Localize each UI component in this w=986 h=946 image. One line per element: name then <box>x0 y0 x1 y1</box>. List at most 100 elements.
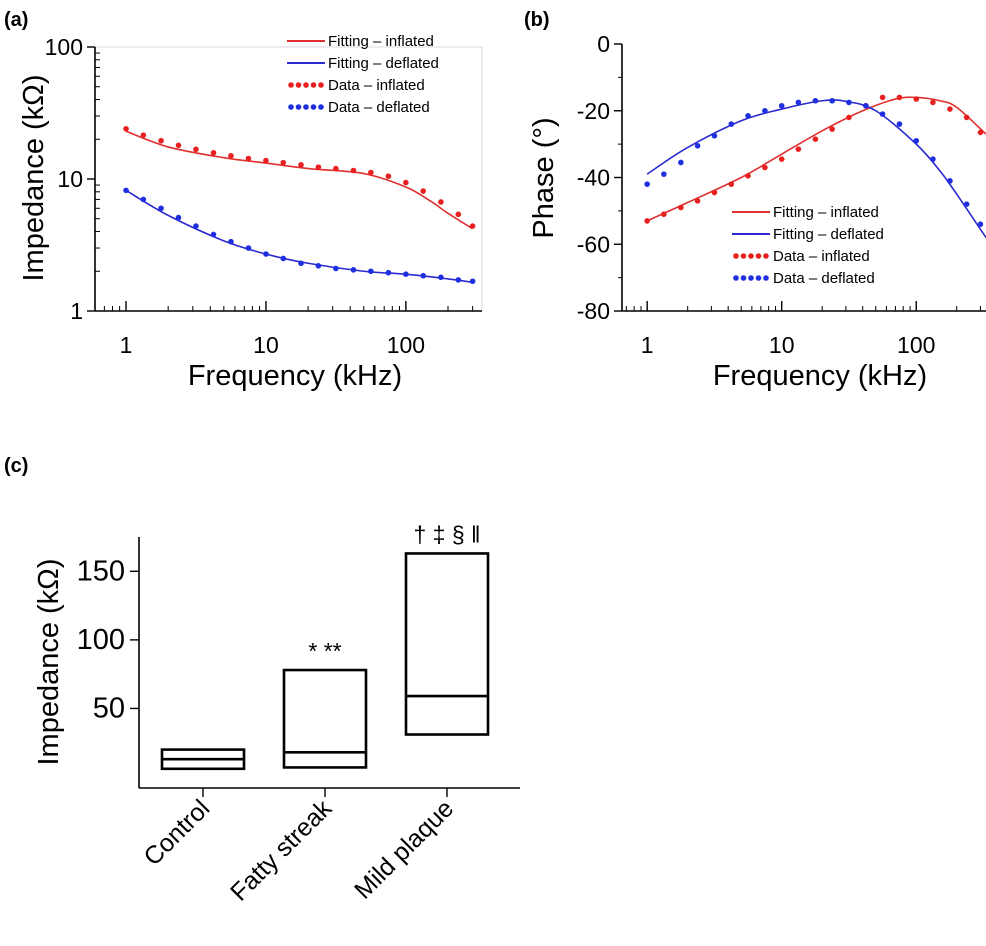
legend-swatch-dot-a-data-inflated <box>288 82 294 88</box>
data-point-a-data-inflated <box>298 162 304 168</box>
legend-label-a-fitting-inflated: Fitting – inflated <box>328 33 434 50</box>
ticks-c: 50 100 150 <box>77 555 139 724</box>
data-point-a-data-deflated <box>140 196 147 203</box>
data-point-b-data-deflated <box>913 137 920 144</box>
legend-swatch-dot-b-data-inflated <box>740 253 747 259</box>
data-point-b-data-inflated <box>661 211 667 218</box>
data-point-a-data-deflated <box>333 265 339 272</box>
panel-c: (c) 50 100 150 Control Fatty streak * ** Mild… <box>4 455 520 907</box>
legend-label-b-fitting-inflated: Fitting – inflated <box>773 204 879 221</box>
ticks-a: 1 10 100 1 10 100 <box>45 34 474 358</box>
data-point-b-data-deflated <box>678 159 684 166</box>
data-point-a-data-deflated <box>368 268 374 275</box>
data-point-b-data-inflated <box>745 173 751 179</box>
panel-label-c: (c) <box>4 455 28 477</box>
y-axis-title-c: Impedance (kΩ) <box>33 558 65 765</box>
data-point-b-data-deflated <box>846 99 852 106</box>
legend-label-a-fitting-deflated: Fitting – deflated <box>328 55 439 72</box>
data-point-a-data-inflated <box>333 165 339 172</box>
y-tick-label-a-1: 1 <box>70 298 83 324</box>
data-point-a-data-deflated <box>245 245 252 251</box>
data-point-a-data-inflated <box>280 159 287 166</box>
data-point-b-data-inflated <box>694 198 701 204</box>
legend-swatch-dot-b-data-deflated <box>733 275 739 281</box>
data-point-a-data-inflated <box>368 169 374 176</box>
data-point-b-data-deflated <box>963 201 970 207</box>
data-point-a-data-deflated <box>350 267 357 273</box>
significance-marker-mild-plaque: † ‡ § ‖ <box>413 521 480 547</box>
data-point-a-data-deflated <box>298 260 304 267</box>
y-tick-label-a-100: 100 <box>45 34 83 60</box>
panel-label-b: (b) <box>524 9 550 31</box>
data-point-b-data-deflated <box>829 97 835 104</box>
series-line-b-fitting-deflated <box>646 99 986 239</box>
legend-swatch-dot-b-data-deflated <box>748 275 754 281</box>
legend-swatch-dot-a-data-deflated <box>295 104 302 110</box>
x-tick-label-b-10: 10 <box>769 332 795 358</box>
data-point-a-data-deflated <box>280 255 287 262</box>
legend-swatch-dot-a-data-deflated <box>310 104 317 110</box>
y-tick-label-a-10: 10 <box>57 166 83 192</box>
data-point-b-data-deflated <box>812 97 819 104</box>
legend-b: Fitting – inflated Fitting – deflated Data… <box>732 204 884 287</box>
significance-marker-fatty-streak: * ** <box>308 638 341 664</box>
y-axis-title-b: Phase (°) <box>528 117 560 238</box>
data-point-a-data-inflated <box>245 155 252 162</box>
data-point-b-data-deflated <box>879 111 886 117</box>
box-mild-plaque <box>404 552 490 736</box>
legend-swatch-dot-b-data-deflated <box>763 275 769 281</box>
data-point-a-data-inflated <box>123 126 129 132</box>
data-point-a-data-deflated <box>210 231 217 238</box>
data-point-b-data-inflated <box>728 181 735 187</box>
data-point-b-data-deflated <box>778 102 785 109</box>
legend-swatch-dot-a-data-inflated <box>303 82 309 88</box>
legend-swatch-dot-a-data-inflated <box>310 82 317 88</box>
data-point-b-data-inflated <box>829 126 835 132</box>
legend-swatch-dot-a-data-deflated <box>303 104 309 110</box>
data-point-b-data-inflated <box>678 204 684 211</box>
data-point-b-data-deflated <box>711 132 718 139</box>
data-point-b-data-deflated <box>661 171 667 177</box>
x-axis-title-a: Frequency (kHz) <box>188 360 402 392</box>
data-point-a-data-inflated <box>455 211 462 218</box>
data-point-a-data-inflated <box>263 157 269 164</box>
panel-label-a: (a) <box>4 9 28 31</box>
legend-swatch-dot-b-data-inflated <box>755 253 762 259</box>
category-label-mild-plaque: Mild plaque <box>349 794 459 904</box>
data-point-b-data-inflated <box>913 96 920 102</box>
data-point-a-data-inflated <box>315 164 322 170</box>
data-point-b-data-deflated <box>644 181 650 187</box>
data-point-b-data-deflated <box>930 156 936 162</box>
data-point-a-data-inflated <box>210 149 217 156</box>
legend-swatch-dot-a-data-deflated <box>318 104 324 110</box>
data-point-a-data-deflated <box>469 278 476 285</box>
series-a <box>123 126 476 285</box>
data-point-b-data-deflated <box>896 121 903 127</box>
y-tick-label-b--40: -40 <box>577 165 610 191</box>
data-point-b-data-inflated <box>795 146 802 152</box>
data-point-a-data-inflated <box>403 179 409 186</box>
legend-swatch-dot-a-data-inflated <box>295 82 302 88</box>
x-tick-label-a-100: 100 <box>387 332 425 358</box>
data-point-b-data-inflated <box>930 99 936 106</box>
legend-label-a-data-inflated: Data – inflated <box>328 77 425 94</box>
x-axis-title-b: Frequency (kHz) <box>713 360 927 392</box>
data-point-a-data-inflated <box>438 199 444 205</box>
category-label-control: Control <box>138 794 215 871</box>
data-point-a-data-inflated <box>420 188 427 194</box>
legend-swatch-dot-a-data-deflated <box>288 104 294 110</box>
data-point-b-data-deflated <box>947 178 953 184</box>
boxes-c: Control Fatty streak * ** Mild plaque † ‡ § … <box>138 521 490 907</box>
legend-swatch-dot-a-data-inflated <box>318 82 324 88</box>
data-point-a-data-inflated <box>193 146 199 153</box>
data-point-b-data-inflated <box>947 106 953 112</box>
x-tick-label-a-10: 10 <box>253 332 279 358</box>
category-label-fatty-streak: Fatty streak <box>225 794 337 906</box>
data-point-a-data-inflated <box>469 223 476 229</box>
data-point-a-data-deflated <box>385 269 392 276</box>
data-point-a-data-deflated <box>455 277 462 283</box>
legend-a: Fitting – inflated Fitting – deflated Data… <box>287 33 439 116</box>
legend-label-b-fitting-deflated: Fitting – deflated <box>773 226 884 243</box>
